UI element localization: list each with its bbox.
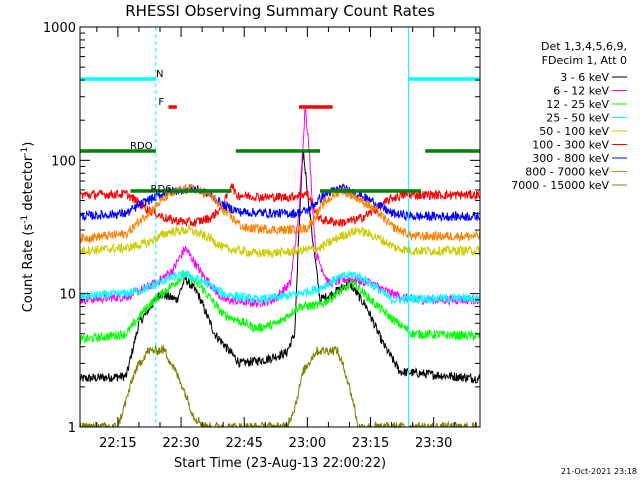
legend-header-line-1: Det 1,3,4,5,6,9, (541, 40, 627, 53)
state-label-rd6: RD6 (151, 184, 172, 195)
state-label-n: N (156, 69, 163, 80)
series-line-12-25-kev (79, 270, 481, 345)
series-25-50-kev (79, 269, 481, 306)
y-axis-label-prefix: Count Rate (s (21, 224, 36, 313)
y-tick-label: 1000 (43, 21, 76, 36)
legend-label-12-25-kev: 12 - 25 keV (546, 98, 609, 111)
series-line-50-100-kev (79, 225, 481, 259)
legend-label-50-100-kev: 50 - 100 keV (539, 125, 609, 138)
series-line-800-7000-kev (79, 183, 481, 244)
y-axis-label-mid: detector (21, 155, 36, 215)
y-axis-label-suffix: ) (21, 142, 36, 147)
state-layer: N F RDO RD6 (79, 27, 481, 427)
x-tick-label: 22:30 (162, 436, 199, 451)
plot-frame (79, 26, 481, 428)
legend-label-800-7000-kev: 800 - 7000 keV (525, 166, 609, 179)
state-label-rdo: RDO (130, 141, 153, 152)
series-line-100-300-kev (79, 183, 480, 228)
series-line-300-800-kev (79, 183, 481, 222)
series-50-100-kev (79, 225, 481, 259)
series-12-25-kev (79, 270, 481, 345)
series-800-7000-kev (79, 183, 481, 244)
y-axis-label-sup2: -1 (20, 147, 30, 156)
legend-label-25-50-kev: 25 - 50 keV (546, 112, 609, 125)
timestamp: 21-Oct-2021 23:18 (561, 467, 637, 476)
legend-label-6-12-kev: 6 - 12 keV (553, 85, 609, 98)
y-tick-label: 10 (59, 288, 76, 303)
series-300-800-kev (79, 183, 481, 222)
x-tick-label: 23:00 (289, 436, 326, 451)
y-axis-label: Count Rate (s-1 detector-1) (20, 142, 36, 313)
series-line-25-50-kev (79, 269, 481, 306)
legend-label-7000-15000-kev: 7000 - 15000 keV (511, 179, 609, 192)
y-axis-label-sup1: -1 (20, 215, 30, 224)
legend-label-300-800-kev: 300 - 800 keV (532, 152, 609, 165)
state-label-f: F (158, 97, 164, 108)
x-axis-label: Start Time (23-Aug-13 22:00:22) (174, 456, 386, 471)
y-tick-label: 100 (51, 154, 76, 169)
x-tick-label: 23:30 (415, 436, 452, 451)
y-tick-label: 1 (68, 421, 76, 436)
legend-label-3-6-kev: 3 - 6 keV (560, 71, 609, 84)
legend: Det 1,3,4,5,6,9, FDecim 1, Att 0 3 - 6 k… (511, 40, 627, 192)
legend-label-100-300-kev: 100 - 300 keV (532, 139, 609, 152)
legend-header-line-2: FDecim 1, Att 0 (542, 54, 627, 67)
series-100-300-kev (79, 183, 480, 228)
x-tick-label: 22:15 (99, 436, 136, 451)
x-tick-label: 23:15 (352, 436, 389, 451)
axis-layer: 1 10 100 1000 22:15 22:30 22:45 23:00 23:15 23:30 (43, 21, 480, 451)
chart-title: RHESSI Observing Summary Count Rates (125, 2, 435, 20)
x-tick-label: 22:45 (225, 436, 262, 451)
